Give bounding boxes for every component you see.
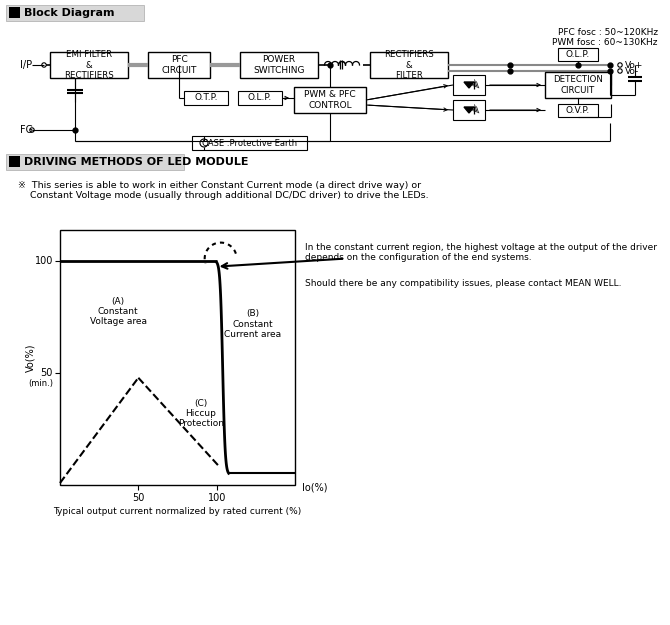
FancyBboxPatch shape bbox=[453, 75, 485, 95]
Text: Should there be any compatibility issues, please contact MEAN WELL.: Should there be any compatibility issues… bbox=[305, 279, 622, 288]
FancyBboxPatch shape bbox=[192, 136, 307, 150]
Text: I/P: I/P bbox=[20, 60, 32, 70]
Text: In the constant current region, the highest voltage at the output of the driver
: In the constant current region, the high… bbox=[305, 242, 657, 262]
Text: EMI FILTER
&
RECTIFIERS: EMI FILTER & RECTIFIERS bbox=[64, 50, 114, 80]
Polygon shape bbox=[464, 107, 474, 113]
Text: 50: 50 bbox=[132, 493, 145, 503]
Text: PFC
CIRCUIT: PFC CIRCUIT bbox=[161, 55, 197, 75]
FancyBboxPatch shape bbox=[9, 156, 20, 167]
FancyBboxPatch shape bbox=[545, 72, 611, 98]
Text: ※  This series is able to work in either Constant Current mode (a direct drive w: ※ This series is able to work in either … bbox=[18, 181, 429, 201]
Text: 50: 50 bbox=[41, 368, 53, 378]
FancyBboxPatch shape bbox=[558, 48, 598, 61]
FancyBboxPatch shape bbox=[294, 87, 366, 113]
Text: PWM & PFC
CONTROL: PWM & PFC CONTROL bbox=[304, 90, 356, 110]
FancyBboxPatch shape bbox=[6, 154, 184, 170]
Text: POWER
SWITCHING: POWER SWITCHING bbox=[253, 55, 305, 75]
Text: (C)
Hiccup
Protection: (C) Hiccup Protection bbox=[178, 399, 224, 429]
FancyBboxPatch shape bbox=[184, 91, 228, 105]
Text: Io(%): Io(%) bbox=[302, 482, 328, 492]
Text: RECTIFIERS
&
FILTER: RECTIFIERS & FILTER bbox=[384, 50, 434, 80]
FancyBboxPatch shape bbox=[60, 230, 295, 485]
FancyBboxPatch shape bbox=[238, 91, 282, 105]
Text: 100: 100 bbox=[35, 256, 53, 266]
Text: O.T.P.: O.T.P. bbox=[194, 94, 218, 102]
Text: O.L.P.: O.L.P. bbox=[248, 94, 272, 102]
FancyBboxPatch shape bbox=[50, 52, 128, 78]
Text: O.V.P.: O.V.P. bbox=[566, 106, 590, 115]
Text: (A)
Constant
Voltage area: (A) Constant Voltage area bbox=[90, 297, 147, 326]
Text: (B)
Constant
Current area: (B) Constant Current area bbox=[224, 309, 281, 339]
Text: 100: 100 bbox=[208, 493, 226, 503]
Text: PFC fosc : 50~120KHz
PWM fosc : 60~130KHz: PFC fosc : 50~120KHz PWM fosc : 60~130KH… bbox=[553, 28, 658, 48]
Text: Vo(%): Vo(%) bbox=[25, 343, 35, 372]
Text: DRIVING METHODS OF LED MODULE: DRIVING METHODS OF LED MODULE bbox=[24, 157, 249, 167]
FancyBboxPatch shape bbox=[453, 100, 485, 120]
Text: CASE :Protective Earth: CASE :Protective Earth bbox=[202, 139, 297, 148]
Text: Block Diagram: Block Diagram bbox=[24, 8, 115, 18]
FancyBboxPatch shape bbox=[370, 52, 448, 78]
Text: O.L.P.: O.L.P. bbox=[566, 50, 590, 59]
Text: (min.): (min.) bbox=[28, 379, 53, 388]
Text: DETECTION
CIRCUIT: DETECTION CIRCUIT bbox=[553, 75, 603, 95]
Text: FG: FG bbox=[20, 125, 33, 135]
FancyBboxPatch shape bbox=[558, 104, 598, 117]
Text: Vo+: Vo+ bbox=[625, 61, 643, 69]
FancyBboxPatch shape bbox=[148, 52, 210, 78]
Text: Vo-: Vo- bbox=[625, 66, 639, 76]
FancyBboxPatch shape bbox=[6, 5, 144, 21]
FancyBboxPatch shape bbox=[240, 52, 318, 78]
FancyBboxPatch shape bbox=[9, 7, 20, 18]
Polygon shape bbox=[464, 82, 474, 88]
Text: Typical output current normalized by rated current (%): Typical output current normalized by rat… bbox=[54, 507, 302, 516]
